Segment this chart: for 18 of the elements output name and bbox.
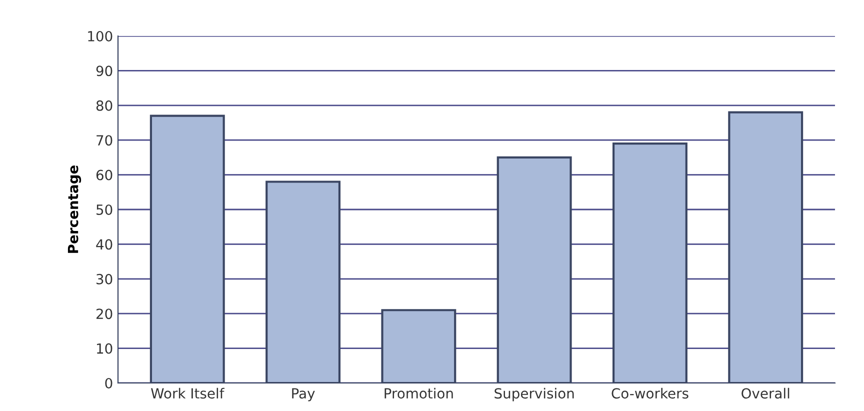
y-tick-label: 50 [96, 204, 112, 215]
y-tick-label: 0 [105, 378, 112, 388]
y-tick-label: 30 [96, 274, 112, 284]
y-tick-label: 70 [96, 135, 112, 146]
y-tick-label: 40 [96, 239, 112, 250]
x-tick-label: Pay [292, 388, 315, 402]
x-tick-label: Work Itself [151, 388, 224, 399]
x-tick-label: Co-workers [612, 388, 688, 399]
y-tick-label: 80 [96, 100, 112, 111]
x-tick-label: Supervision [494, 388, 574, 402]
y-tick-label: 100 [88, 30, 112, 42]
x-tick-label: Overall [742, 388, 790, 399]
y-axis-title: Percentage [68, 165, 82, 253]
x-tick-label: Promotion [384, 388, 453, 399]
y-tick-label: 10 [96, 343, 112, 354]
y-tick-label: 60 [96, 170, 112, 180]
y-tick-label: 20 [96, 308, 112, 320]
y-tick-label: 90 [96, 66, 112, 76]
